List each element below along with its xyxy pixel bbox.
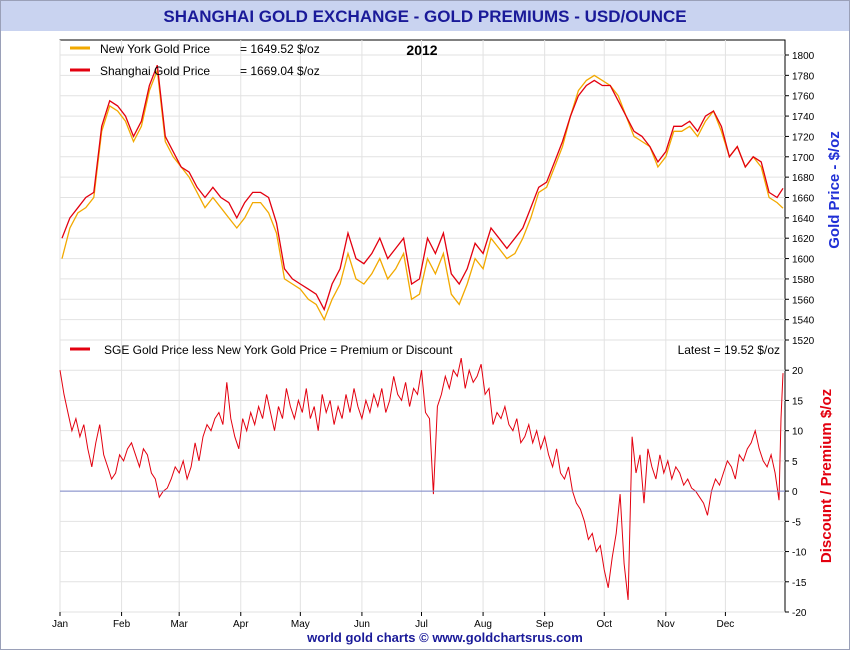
y-tick-label-top: 1780 [792,71,815,82]
x-tick-label: Aug [474,619,492,630]
y-tick-label-bottom: -20 [792,608,807,619]
premium-line [59,357,784,600]
y-tick-label-top: 1680 [792,173,815,184]
top-series-lines [61,64,784,322]
top-y-axis-title: Gold Price - $/oz [826,131,843,249]
y-tick-label-top: 1660 [792,194,815,205]
title-bar [1,1,849,31]
legend-label-sge: Shanghai Gold Price [100,64,210,78]
x-tick-label: Jul [415,619,428,630]
bottom-series-lines [59,357,784,600]
y-tick-label-bottom: 0 [792,487,798,498]
y-tick-label-top: 1700 [792,153,815,164]
x-tick-label: Mar [171,619,189,630]
x-tick-label: Nov [657,619,675,630]
y-tick-label-top: 1580 [792,275,815,286]
x-tick-label: Feb [113,619,131,630]
y-tick-label-bottom: 15 [792,396,804,407]
y-tick-label-bottom: -10 [792,548,807,559]
x-tick-label: Jun [354,619,370,630]
y-tick-label-bottom: -15 [792,578,807,589]
x-tick-label: May [291,619,310,630]
x-tick-label: Apr [233,619,249,630]
y-tick-label-bottom: 20 [792,366,804,377]
y-tick-label-top: 1740 [792,112,815,123]
bottom-y-axis-title: Discount / Premium $/oz [818,389,835,563]
y-tick-label-top: 1800 [792,51,815,62]
x-tick-label: Jan [52,619,68,630]
y-tick-label-top: 1560 [792,295,815,306]
chart-title: SHANGHAI GOLD EXCHANGE - GOLD PREMIUMS -… [163,7,686,26]
axes: Jan Feb Mar Apr May Jun Jul Aug Sep Oct Nov Dec1520… [52,51,815,630]
y-tick-label-bottom: 10 [792,427,804,438]
sge-price-line [61,64,784,312]
x-tick-label: Sep [536,619,554,630]
y-tick-label-top: 1600 [792,255,815,266]
legend-label-premium: SGE Gold Price less New York Gold Price … [104,343,453,357]
y-tick-label-top: 1720 [792,132,815,143]
x-tick-label: Dec [717,619,735,630]
legend-value-sge: = 1669.04 $/oz [240,64,320,78]
y-tick-label-top: 1520 [792,336,815,347]
y-tick-label-top: 1540 [792,316,815,327]
x-tick-label: Oct [596,619,612,630]
footer-credit: world gold charts © www.goldchartsrus.co… [306,630,583,645]
legend-value-ny: = 1649.52 $/oz [240,42,320,56]
bottom-legend: SGE Gold Price less New York Gold Price … [70,343,780,357]
y-tick-label-bottom: 5 [792,457,798,468]
legend-label-ny: New York Gold Price [100,42,210,56]
grid [59,40,785,613]
top-panel-title: 2012 [406,42,437,58]
y-tick-label-top: 1640 [792,214,815,225]
top-legend: New York Gold Price = 1649.52 $/oz Shang… [70,42,320,78]
y-tick-label-bottom: -5 [792,517,801,528]
y-tick-label-top: 1760 [792,92,815,103]
y-tick-label-top: 1620 [792,234,815,245]
latest-premium-label: Latest = 19.52 $/oz [678,343,780,357]
top-panel [59,39,786,341]
ny-price-line [61,70,784,322]
